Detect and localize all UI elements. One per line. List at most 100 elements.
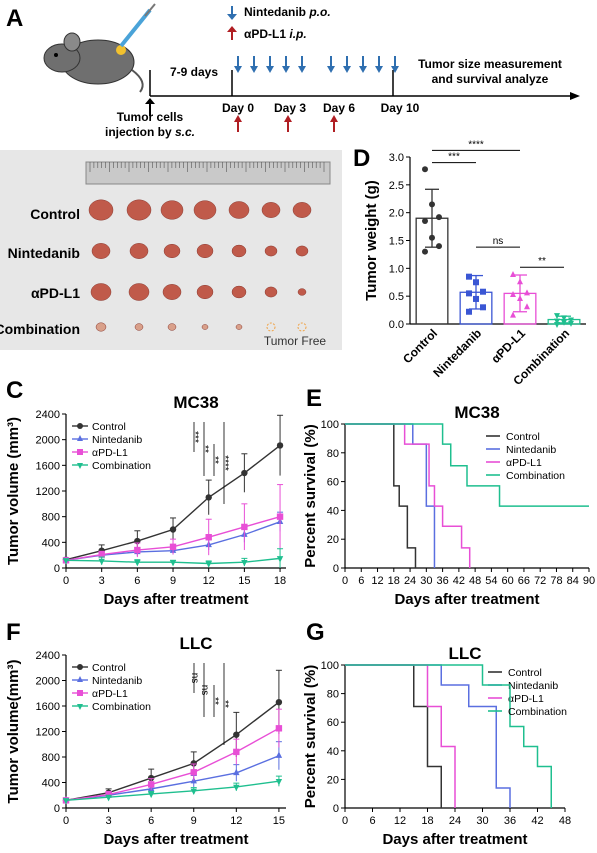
data-point — [241, 523, 248, 531]
scheme-day-6: Day 6 — [323, 101, 355, 115]
data-point — [233, 768, 240, 776]
panel-letter-g: G — [306, 619, 325, 646]
x-tick-label: 6 — [369, 815, 375, 827]
data-point — [77, 435, 83, 441]
tumor-specimen — [134, 323, 144, 331]
x-tick-label: 36 — [504, 815, 516, 827]
y-tick-label: 800 — [42, 512, 60, 524]
data-point — [134, 546, 141, 554]
data-point — [429, 234, 435, 241]
y-tick-label: 1600 — [36, 701, 60, 713]
scheme-injection-route: s.c. — [175, 125, 195, 139]
data-point — [275, 751, 283, 758]
data-point — [275, 725, 283, 732]
data-point — [77, 704, 83, 710]
legend-label: Combination — [92, 701, 151, 713]
data-point — [233, 731, 240, 738]
panel-g: G 0 20 40 60 80 100 0 6 12 18 24 30 36 42 48 LLC Days af… — [302, 619, 571, 848]
nintedanib-dose-arrowhead — [391, 66, 399, 73]
tumor-specimen — [264, 245, 278, 257]
panel-a: A Nintedanib p.o. αPD-L1 i.p. 7-9 day — [6, 3, 580, 139]
y-tick-label: 40 — [327, 746, 339, 758]
x-tick-label: 24 — [404, 575, 416, 587]
chart-title: LLC — [179, 634, 212, 653]
nintedanib-dose-arrowhead — [250, 66, 258, 73]
legend-label: Nintedanib — [508, 680, 558, 692]
significance-label: ns — [493, 236, 504, 247]
x-tick-label: 3 — [106, 815, 112, 827]
y-tick-label: 60 — [327, 717, 339, 729]
x-tick-label: 12 — [371, 575, 383, 587]
data-point — [275, 779, 283, 786]
data-point — [77, 676, 83, 682]
survival-curve — [345, 423, 589, 507]
tumor-specimen — [126, 199, 152, 221]
x-tick-label: 54 — [485, 575, 497, 587]
data-point — [77, 690, 83, 696]
x-tick-label: 48 — [469, 575, 481, 587]
series-2: αPD-L1 — [345, 423, 542, 568]
data-point — [169, 543, 177, 551]
legend-label: αPD-L1 — [506, 457, 542, 469]
significance-label: ns — [189, 673, 200, 684]
data-point — [568, 320, 574, 327]
x-tick-label: 6 — [358, 575, 364, 587]
significance-label: ** — [538, 256, 546, 267]
tumor-specimen — [292, 202, 312, 218]
tumor-free-marker — [297, 322, 307, 332]
x-tick-label: 9 — [191, 815, 197, 827]
x-tick-label: 3 — [99, 575, 105, 587]
x-tick-label: 18 — [388, 575, 400, 587]
x-axis-label: Days after treatment — [394, 591, 539, 608]
data-point — [147, 791, 155, 799]
data-point — [147, 781, 155, 788]
y-axis-label: Tumor volume(mm³) — [5, 660, 22, 804]
tumor-specimen — [231, 244, 247, 258]
x-tick-label: 78 — [550, 575, 562, 587]
panel-c: C 0 400 800 1200 1600 2000 2400 0 3 6 9 12 15 18 MC38 D… — [5, 377, 286, 608]
scheme-interval: 7-9 days — [170, 65, 218, 79]
scheme-injection-line2: injection by — [105, 125, 175, 139]
tumor-specimens — [88, 199, 312, 332]
x-tick-label: 24 — [449, 815, 461, 827]
data-point — [510, 311, 516, 318]
x-tick-label: 90 — [583, 575, 595, 587]
data-point — [524, 289, 530, 296]
y-tick-label: 20 — [327, 774, 339, 786]
legend-label: Control — [508, 667, 542, 679]
y-tick-label: 3.0 — [389, 152, 404, 164]
data-point — [422, 218, 428, 225]
legend-label: Nintedanib — [506, 444, 556, 456]
data-point — [480, 288, 486, 295]
data-point — [429, 201, 435, 208]
tumor-specimen — [201, 324, 209, 330]
legend-label: Control — [92, 421, 126, 433]
panel-d: D 0.0 0.5 1.0 1.5 2.0 2.5 3.0 Tumor weight (g) C… — [353, 139, 586, 388]
tumor-free-marker — [266, 322, 276, 332]
data-point — [510, 271, 516, 278]
nintedanib-dose-arrowhead — [234, 66, 242, 73]
scheme-end-line2: and survival analyze — [432, 72, 549, 86]
y-tick-label: 1.5 — [389, 236, 404, 248]
tumor-specimen — [228, 201, 250, 219]
data-point — [275, 698, 283, 706]
panel-letter-e: E — [306, 385, 322, 412]
data-point — [134, 560, 141, 567]
legend-label: Control — [92, 662, 126, 674]
data-point — [524, 303, 530, 310]
significance-label: ** — [199, 445, 210, 453]
scheme-legend: Nintedanib p.o. αPD-L1 i.p. — [227, 5, 331, 41]
data-point — [561, 315, 567, 322]
series-3: Combination — [62, 701, 283, 805]
x-tick-label: Control — [400, 326, 440, 366]
nintedanib-dose-arrowhead — [266, 66, 274, 73]
data-point — [77, 463, 83, 469]
series-0: Control — [62, 662, 283, 804]
data-point — [568, 317, 574, 324]
data-point — [422, 248, 428, 255]
y-tick-label: 40 — [327, 505, 339, 517]
panel-letter-f: F — [6, 619, 21, 646]
scheme-end-line1: Tumor size measurement — [418, 57, 562, 71]
y-tick-label: 60 — [327, 477, 339, 489]
